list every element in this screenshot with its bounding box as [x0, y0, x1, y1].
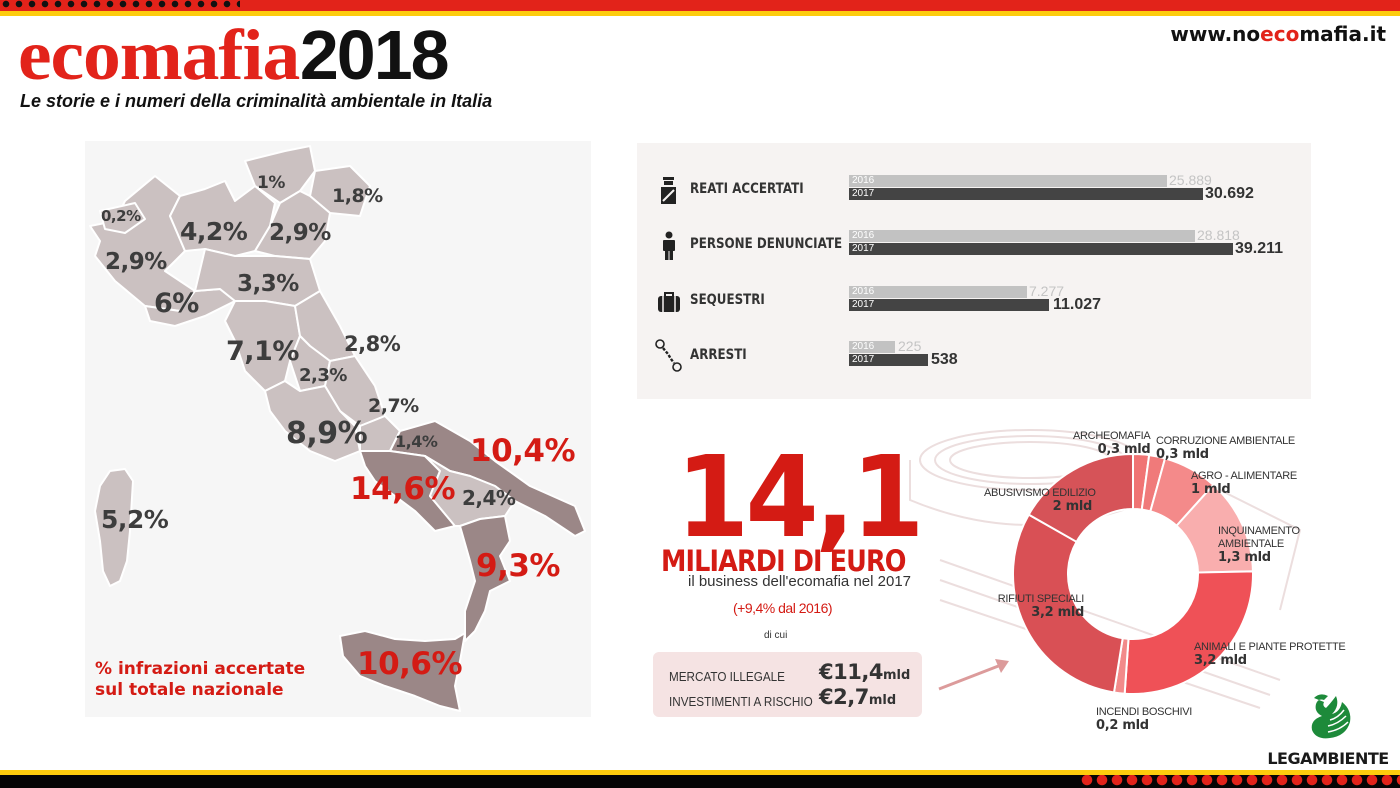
map-label-veneto: 2,9%: [269, 220, 331, 246]
map-label-lombardia: 4,2%: [180, 217, 248, 246]
stat-label: SEQUESTRI: [690, 292, 765, 308]
bar-2017: 2017: [849, 243, 1233, 255]
donut-label-archeomafia: ARCHEOMAFIA 0,3 mld: [1073, 430, 1151, 457]
map-legend: % infrazioni accertate sul totale nazion…: [95, 659, 305, 701]
legambiente-name: LEGAMBIENTE: [1267, 749, 1389, 768]
person-icon: [663, 231, 675, 260]
business-amount: 14,1: [676, 433, 924, 563]
value-2016: 25.889: [1169, 172, 1212, 188]
website-highlight: eco: [1260, 22, 1300, 46]
bar-2016: 2016: [849, 286, 1027, 298]
split-label: MERCATO ILLEGALE: [669, 669, 785, 684]
map-legend-line-1: % infrazioni accertate: [95, 659, 306, 679]
logo-year: 2018: [299, 16, 450, 94]
map-label-campania: 14,6%: [350, 471, 456, 507]
value-2016: 225: [898, 338, 922, 354]
stats-panel: REATI ACCERTATI 2016 25.889 2017 30.692 …: [637, 143, 1311, 399]
business-growth: (+9,4% dal 2016): [733, 600, 833, 616]
stat-row-persone: PERSONE DENUNCIATE 2016 28.818 2017 39.2…: [637, 226, 1311, 266]
bar-2016: 2016: [849, 341, 895, 353]
stat-label: REATI ACCERTATI: [690, 181, 804, 197]
map-label-sicilia: 10,6%: [357, 646, 463, 682]
donut-label-corruzione: CORRUZIONE AMBIENTALE 0,3 mld: [1156, 435, 1295, 462]
map-label-trentino: 1%: [257, 173, 285, 193]
donut-label-inquinamento: INQUINAMENTO AMBIENTALE 1,3 mld: [1218, 525, 1300, 565]
website-link[interactable]: www.noecomafia.it: [1170, 22, 1386, 46]
donut-label-agro: AGRO - ALIMENTARE 1 mld: [1191, 470, 1297, 497]
stat-label: PERSONE DENUNCIATE: [690, 236, 843, 252]
value-2017: 538: [931, 351, 958, 368]
yellow-band: [0, 11, 1400, 16]
donut-label-animali: ANIMALI E PIANTE PROTETTE 3,2 mld: [1194, 641, 1346, 668]
map-label-lazio: 8,9%: [286, 416, 368, 451]
donut-label-abusivismo: ABUSIVISMO EDILIZIO 2 mld: [984, 487, 1096, 514]
red-band: [0, 0, 1400, 11]
split-value: €2,7mld: [819, 685, 897, 709]
bar-2017: 2017: [849, 299, 1049, 311]
legambiente-logo: LEGAMBIENTE: [1264, 690, 1392, 768]
swan-icon: [1311, 694, 1351, 739]
map-label-sardegna: 5,2%: [101, 505, 169, 534]
map-label-friuli: 1,8%: [332, 185, 383, 207]
map-label-puglia: 10,4%: [470, 433, 576, 469]
page-subtitle: Le storie e i numeri della criminalità a…: [20, 91, 493, 111]
map-legend-line-2: sul totale nazionale: [95, 680, 284, 700]
value-2016: 7.277: [1029, 283, 1065, 299]
business-caption: il business dell'ecomafia nel 2017: [688, 573, 912, 590]
value-2017: 11.027: [1053, 296, 1102, 313]
italy-map-icon: [89, 145, 586, 712]
map-label-calabria: 9,3%: [476, 548, 560, 584]
map-label-emilia-romagna: 3,3%: [237, 271, 299, 297]
bar-2017: 2017: [849, 188, 1203, 200]
split-value: €11,4mld: [819, 660, 911, 684]
bar-2016: 2016: [849, 175, 1167, 187]
website-prefix: www.no: [1170, 22, 1261, 46]
bar-2017: 2017: [849, 354, 928, 366]
police-officer-icon: [661, 177, 676, 204]
value-2017: 30.692: [1205, 185, 1254, 202]
dot-pattern: [0, 0, 240, 11]
bottom-decorative-stripe: [0, 770, 1400, 788]
handcuffs-icon: [655, 339, 682, 372]
map-label-basilicata: 2,4%: [462, 486, 516, 510]
map-label-piemonte: 2,9%: [105, 249, 167, 275]
donut-label-rifiuti: RIFIUTI SPECIALI 3,2 mld: [997, 593, 1085, 620]
top-decorative-stripe: [0, 0, 1400, 17]
map-label-molise: 1,4%: [395, 432, 438, 451]
italy-map-panel: 0,2% 4,2% 1% 1,8% 2,9% 2,9% 6% 3,3% 7,1%…: [85, 141, 591, 717]
website-suffix: mafia.it: [1299, 22, 1386, 46]
map-label-liguria: 6%: [154, 288, 199, 319]
map-label-abruzzo: 2,7%: [368, 395, 419, 417]
of-which-label: di cui: [764, 630, 788, 641]
yellow-band: [0, 770, 1400, 775]
map-label-marche: 2,8%: [344, 332, 401, 356]
business-split-box: MERCATO ILLEGALE €11,4mld INVESTIMENTI A…: [653, 652, 922, 717]
donut-labels: ARCHEOMAFIA 0,3 mld CORRUZIONE AMBIENTAL…: [984, 430, 1346, 752]
logo-word: ecomafia: [18, 15, 300, 95]
ecomafia-logo: ecomafia2018: [18, 15, 450, 95]
stat-row-arresti: ARRESTI 2016 225 2017 538: [637, 337, 1311, 377]
map-label-umbria: 2,3%: [299, 365, 347, 386]
split-label: INVESTIMENTI A RISCHIO: [669, 694, 813, 709]
map-label-valle-daosta: 0,2%: [101, 207, 141, 225]
dot-pattern: [1080, 775, 1400, 788]
stat-label: ARRESTI: [690, 347, 747, 363]
value-2016: 28.818: [1197, 227, 1240, 243]
donut-label-incendi: INCENDI BOSCHIVI 0,2 mld: [1096, 706, 1193, 733]
arrow-icon: [938, 659, 1009, 691]
sector-donut-chart: [1012, 453, 1254, 695]
business-unit: MILIARDI DI EURO: [661, 544, 906, 578]
stat-row-reati: REATI ACCERTATI 2016 25.889 2017 30.692: [637, 171, 1311, 211]
value-2017: 39.211: [1235, 240, 1284, 257]
map-label-toscana: 7,1%: [226, 336, 299, 367]
suitcase-icon: [658, 292, 680, 312]
black-band: [0, 775, 1400, 788]
stat-row-sequestri: SEQUESTRI 2016 7.277 2017 11.027: [637, 282, 1311, 322]
bar-2016: 2016: [849, 230, 1195, 242]
